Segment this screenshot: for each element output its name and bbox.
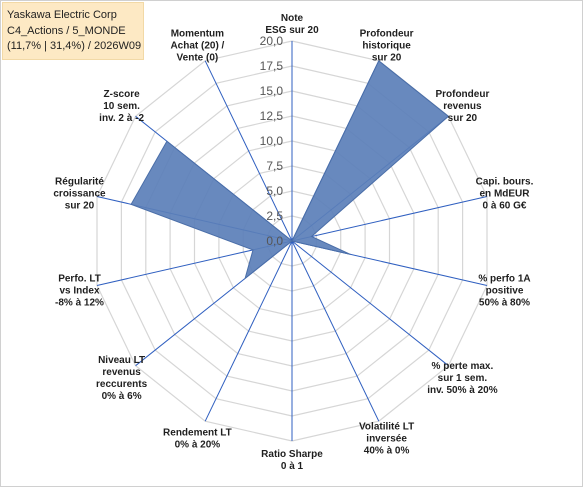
axis-label-line: Z-score [104, 89, 141, 100]
axis-label-line: Rendement LT [163, 427, 232, 438]
axis-label-line: inversée [366, 433, 407, 444]
axis-label-line: Momentum [171, 29, 224, 40]
axis-label-line: 50% à 80% [479, 298, 530, 309]
axis-label: Ratio Sharpe 0 à 1 [261, 449, 323, 472]
title-category: C4_Actions / 5_MONDE [7, 24, 126, 37]
axis-label-line: croissance [53, 189, 106, 200]
axis-label: % perte max. sur 1 sem. inv. 50% à 20% [427, 361, 498, 396]
tick-label: 10,0 [260, 134, 284, 148]
axis-label-line: Volatilité LT [359, 421, 414, 432]
tick-label: 20,0 [260, 34, 284, 48]
axis-label-line: ESG sur 20 [265, 25, 319, 36]
axis-label-line: 0% à 6% [102, 391, 142, 402]
tick-label: 7,5 [266, 159, 283, 173]
axis-labels: Note ESG sur 20 Profondeur historique sur 20… [53, 13, 533, 472]
axis-label-line: Perfo. LT [58, 274, 101, 285]
axis-label-line: sur 20 [448, 113, 478, 124]
axis-label: Profondeur historique sur 20 [360, 29, 414, 64]
title-company: Yaskawa Electric Corp [7, 9, 117, 21]
axis-label-line: reccurents [96, 379, 148, 390]
axis-label-line: Profondeur [435, 89, 489, 100]
axis-label: Profondeur revenus sur 20 [435, 89, 489, 124]
axis-spoke [291, 240, 449, 367]
axis-label-line: revenus [443, 101, 482, 112]
axis-label: Niveau LT revenus reccurents 0% à 6% [96, 355, 148, 402]
axis-label-line: positive [486, 286, 524, 297]
axis-label-line: revenus [102, 367, 141, 378]
tick-label: 15,0 [260, 84, 284, 98]
axis-label: Momentum Achat (20) / Vente (0) [170, 29, 224, 64]
axis-label: Capi. bours. en MdEUR 0 à 60 G€ [476, 177, 534, 212]
axis-label: Perfo. LT vs Index -8% à 12% [55, 274, 104, 309]
axis-label: Volatilité LT inversée 40% à 0% [359, 421, 414, 456]
axis-spoke [291, 196, 488, 242]
axis-label: Note ESG sur 20 [265, 13, 319, 36]
axis-label-line: Achat (20) / [170, 41, 224, 52]
axis-label-line: Profondeur [360, 29, 414, 40]
tick-label: 17,5 [260, 59, 284, 73]
tick-label: 12,5 [260, 109, 284, 123]
axis-label-line: Régularité [55, 177, 104, 188]
radial-tick-labels: 0,0 2,5 5,0 7,5 10,0 12,5 15,0 17,5 20,0 [260, 34, 284, 248]
tick-label: 2,5 [266, 209, 283, 223]
axis-label-line: 0 à 60 G€ [483, 201, 527, 212]
axis-label-line: Niveau LT [98, 355, 145, 366]
axis-label-line: % perfo 1A [478, 274, 530, 285]
axis-label-line: en MdEUR [480, 189, 531, 200]
axis-label-line: sur 1 sem. [438, 373, 488, 384]
tick-label: 5,0 [266, 184, 283, 198]
radar-series [130, 60, 450, 280]
axis-spoke [204, 60, 293, 242]
axis-label-line: sur 20 [65, 201, 95, 212]
axis-label-line: Vente (0) [177, 53, 219, 64]
axis-label-line: -8% à 12% [55, 298, 104, 309]
title-box: Yaskawa Electric Corp C4_Actions / 5_MON… [2, 2, 144, 60]
axis-label-line: 10 sem. [103, 101, 140, 112]
axis-label: Régularité croissance sur 20 [53, 177, 106, 212]
axis-label-line: historique [362, 41, 411, 52]
axis-label-line: 40% à 0% [364, 445, 410, 456]
axis-label: Z-score 10 sem. inv. 2 à -2 [99, 89, 144, 124]
axis-label-line: Ratio Sharpe [261, 449, 323, 460]
title-period: (11,7% | 31,4%) / 2026W09 [7, 40, 142, 52]
axis-spoke [291, 240, 380, 422]
axis-spoke [204, 240, 293, 422]
axis-label: Rendement LT 0% à 20% [163, 427, 232, 450]
axis-label-line: inv. 50% à 20% [427, 385, 498, 396]
axis-label-line: sur 20 [372, 53, 402, 64]
axis-label-line: 0% à 20% [175, 439, 221, 450]
axis-label-line: inv. 2 à -2 [99, 113, 144, 124]
tick-label: 0,0 [266, 234, 283, 248]
axis-label-line: vs Index [59, 286, 99, 297]
axis-label-line: Capi. bours. [476, 177, 534, 188]
axis-label: % perfo 1A positive 50% à 80% [478, 274, 530, 309]
axis-label-line: Note [281, 13, 304, 24]
axis-label-line: % perte max. [432, 361, 494, 372]
axis-label-line: 0 à 1 [281, 461, 304, 472]
